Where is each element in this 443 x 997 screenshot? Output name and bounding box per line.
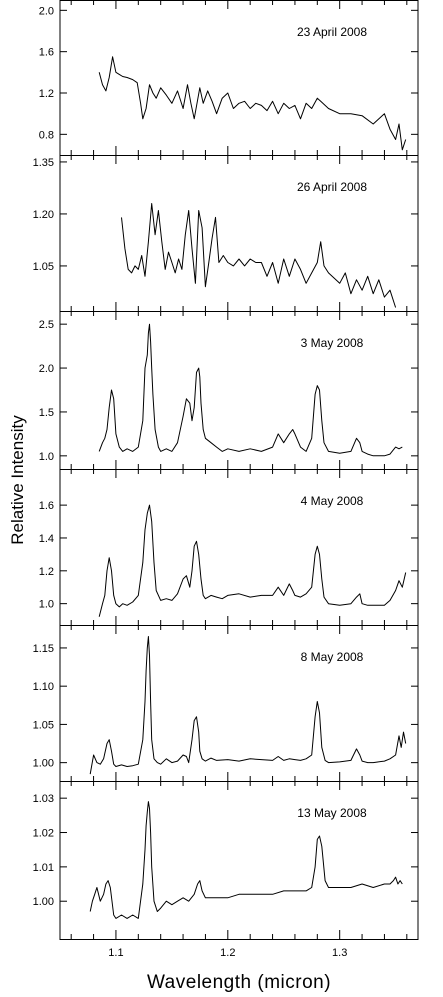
- y-tick-label: 1.03: [33, 793, 54, 805]
- panel-3: 1.0 1.5 2.0 2.5 3 May 2008: [39, 311, 419, 470]
- y-tick-label: 1.2: [39, 88, 54, 100]
- panel-frame: [59, 155, 419, 312]
- panel-5: 1.00 1.05 1.10 1.15 8 May 2008: [33, 625, 419, 782]
- spectrum-line: [89, 636, 407, 775]
- spectrum-line: [98, 56, 407, 151]
- y-tick-label: 1.00: [33, 758, 54, 770]
- panel-frame: [59, 0, 419, 156]
- y-tick-label: 1.0: [39, 599, 54, 611]
- panel-6: 1.00 1.01 1.02 1.03 13 May 2008: [33, 781, 419, 940]
- x-tick-label: 1.2: [220, 947, 235, 959]
- panel-frame: [59, 781, 419, 940]
- y-axis-label: Relative Intensity: [8, 415, 27, 545]
- x-tick-label: 1.3: [332, 947, 347, 959]
- panel-2: 1.05 1.20 1.35 26 April 2008: [33, 155, 419, 312]
- spectrum-line: [98, 504, 407, 617]
- y-tick-label: 1.6: [39, 47, 54, 59]
- y-tick-label: 1.5: [39, 407, 54, 419]
- y-tick-label: 1.05: [33, 719, 54, 731]
- panel-4: 1.0 1.2 1.4 1.6 4 May 2008: [39, 469, 419, 626]
- panel-title: 3 May 2008: [301, 336, 364, 350]
- y-tick-label: 1.4: [39, 533, 54, 545]
- panel-title: 8 May 2008: [301, 650, 364, 664]
- y-tick-label: 0.8: [39, 129, 54, 141]
- y-tick-label: 1.2: [39, 566, 54, 578]
- panel-frame: [59, 311, 419, 470]
- y-tick-label: 2.0: [39, 363, 54, 375]
- panel-frame: [59, 625, 419, 782]
- y-tick-label: 1.0: [39, 451, 54, 463]
- y-tick-label: 1.01: [33, 862, 54, 874]
- y-tick-label: 1.35: [33, 157, 54, 169]
- y-tick-label: 1.10: [33, 681, 54, 693]
- panel-1: 0.8 1.2 1.6 2.0 23 April 2008: [39, 0, 419, 156]
- y-tick-label: 1.6: [39, 500, 54, 512]
- y-tick-label: 1.20: [33, 209, 54, 221]
- y-tick-label: 1.00: [33, 896, 54, 908]
- panel-title: 4 May 2008: [301, 494, 364, 508]
- y-tick-label: 1.05: [33, 261, 54, 273]
- panel-frame: [59, 469, 419, 626]
- x-tick-label: 1.1: [108, 947, 123, 959]
- y-tick-label: 1.02: [33, 828, 54, 840]
- y-tick-label: 2.0: [39, 5, 54, 17]
- spectrum-line: [89, 801, 403, 919]
- panel-title: 26 April 2008: [297, 180, 367, 194]
- spectrum-line: [98, 323, 403, 457]
- x-axis-label: Wavelength (micron): [146, 972, 332, 993]
- y-tick-label: 2.5: [39, 319, 54, 331]
- spectrum-line: [121, 203, 397, 308]
- panel-title: 23 April 2008: [297, 25, 367, 39]
- y-tick-label: 1.15: [33, 643, 54, 655]
- panel-title: 13 May 2008: [297, 806, 367, 820]
